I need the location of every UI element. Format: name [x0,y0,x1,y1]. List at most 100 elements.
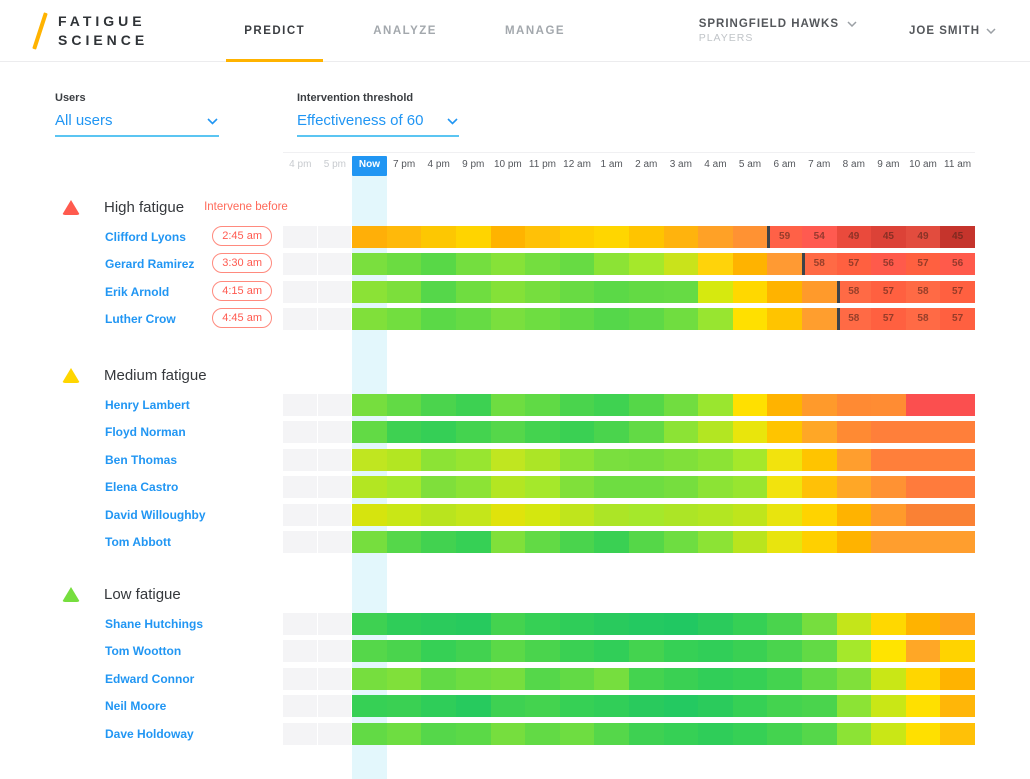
fatigue-cell [767,612,802,635]
fatigue-cell [663,476,699,498]
fatigue-cell [767,393,802,416]
fatigue-cell [594,448,629,471]
fatigue-cell: 56 [940,253,975,275]
fatigue-cell [628,421,664,443]
tab-predict[interactable]: PREDICT [210,0,339,62]
fatigue-cell [871,448,906,471]
player-row: Shane Hutchings [52,612,975,635]
fatigue-cell: 49 [836,225,872,248]
fatigue-cell [732,695,768,717]
fatigue-cell [594,253,629,275]
fatigue-cell [559,667,595,690]
fatigue-cell [732,448,768,471]
fatigue-cell [386,308,422,330]
fatigue-cell [801,476,837,498]
chevron-down-icon [447,118,458,125]
fatigue-cell [594,225,629,248]
user-menu[interactable]: JOE SMITH [909,25,996,37]
player-name[interactable]: Gerard Ramirez [105,257,195,271]
fatigue-cell [559,476,595,498]
fatigue-cell [421,531,456,553]
fatigue-cell [732,667,768,690]
fatigue-track [283,667,975,690]
fatigue-cell [559,421,595,443]
fatigue-cell [559,308,595,330]
fatigue-cell [698,503,733,526]
fatigue-cell [801,421,837,443]
app-header: FATIGUE SCIENCE PREDICT ANALYZE MANAGE SPR… [0,0,1030,62]
fatigue-cell [905,503,941,526]
tab-manage[interactable]: MANAGE [504,24,566,37]
past-hour-cell [283,225,318,248]
timeline-hour-label: 12 am [563,159,591,170]
fatigue-cell [732,421,768,443]
fatigue-cell [421,393,456,416]
past-hour-cell [283,667,318,690]
fatigue-sections: High fatigue Intervene before Clifford Lyo… [52,194,975,745]
users-filter-label: Users [55,92,86,104]
fatigue-cell [559,448,595,471]
fatigue-cell [455,722,491,745]
player-row-label: Ben Thomas [52,449,283,471]
player-name[interactable]: Erik Arnold [105,284,170,299]
fatigue-cell [525,253,560,275]
fatigue-cell [352,695,387,717]
team-selector[interactable]: SPRINGFIELD HAWKS PLAYERS [699,18,857,44]
player-name[interactable]: Edward Connor [105,671,195,686]
fatigue-cell [663,448,699,471]
users-filter: Users All users [55,92,219,152]
past-hour-cell [317,253,353,275]
player-name[interactable]: Elena Castro [105,480,179,494]
player-row: Floyd Norman [52,421,975,443]
logo-text: FATIGUE SCIENCE [58,13,149,48]
fatigue-cell [421,476,456,498]
fatigue-cell [801,503,837,526]
users-filter-select[interactable]: All users [55,112,219,137]
fatigue-cell [525,722,560,745]
fatigue-cell [801,393,837,416]
fatigue-cell [767,476,802,498]
player-name[interactable]: Dave Holdoway [105,726,194,741]
player-name[interactable]: Floyd Norman [105,425,186,439]
player-row: Clifford Lyons 2:45 am 59 54 49 45 49 45 [52,225,975,248]
player-name[interactable]: Luther Crow [105,312,176,326]
past-hour-cell [317,476,353,498]
fatigue-cell [490,722,526,745]
fatigue-cell [767,448,802,471]
fatigue-cell [836,531,872,553]
fatigue-cell [352,421,387,443]
fatigue-heatmap: 4 pm 5 pm Now 7 pm 4 pm 9 pm 10 pm 11 pm 12 am 1 … [52,152,975,779]
player-name[interactable]: Neil Moore [105,699,167,713]
fatigue-cell [594,280,629,303]
fatigue-cell [352,448,387,471]
threshold-filter-select[interactable]: Effectiveness of 60 [297,112,459,137]
player-row: Tom Wootton [52,640,975,662]
intervene-time-badge: 4:45 am [212,308,272,328]
player-name[interactable]: Ben Thomas [105,452,178,467]
fatigue-cell [386,531,422,553]
player-name[interactable]: Tom Abbott [105,535,171,549]
tab-analyze[interactable]: ANALYZE [373,24,437,37]
fatigue-cell [871,393,906,416]
fatigue-cell [767,421,802,443]
fatigue-cell [905,612,941,635]
fatigue-cell [801,695,837,717]
fatigue-cell [386,393,422,416]
fatigue-cell [628,448,664,471]
fatigue-cell: 57 [871,308,906,330]
fatigue-track [283,722,975,745]
fatigue-cell [455,253,491,275]
player-name[interactable]: Tom Wootton [105,644,182,658]
fatigue-cell: 58 [836,308,872,330]
past-hour-cell [317,695,353,717]
player-name[interactable]: Shane Hutchings [105,616,204,631]
fatigue-cell [940,448,975,471]
section-header-low-fatigue: Low fatigue [52,581,975,607]
fatigue-cell [525,393,560,416]
player-name[interactable]: David Willoughby [105,507,206,522]
fatigue-cell [732,476,768,498]
fatigue-cell [940,393,975,416]
player-name[interactable]: Clifford Lyons [105,229,186,244]
fatigue-cell [871,640,906,662]
player-name[interactable]: Henry Lambert [105,397,190,412]
